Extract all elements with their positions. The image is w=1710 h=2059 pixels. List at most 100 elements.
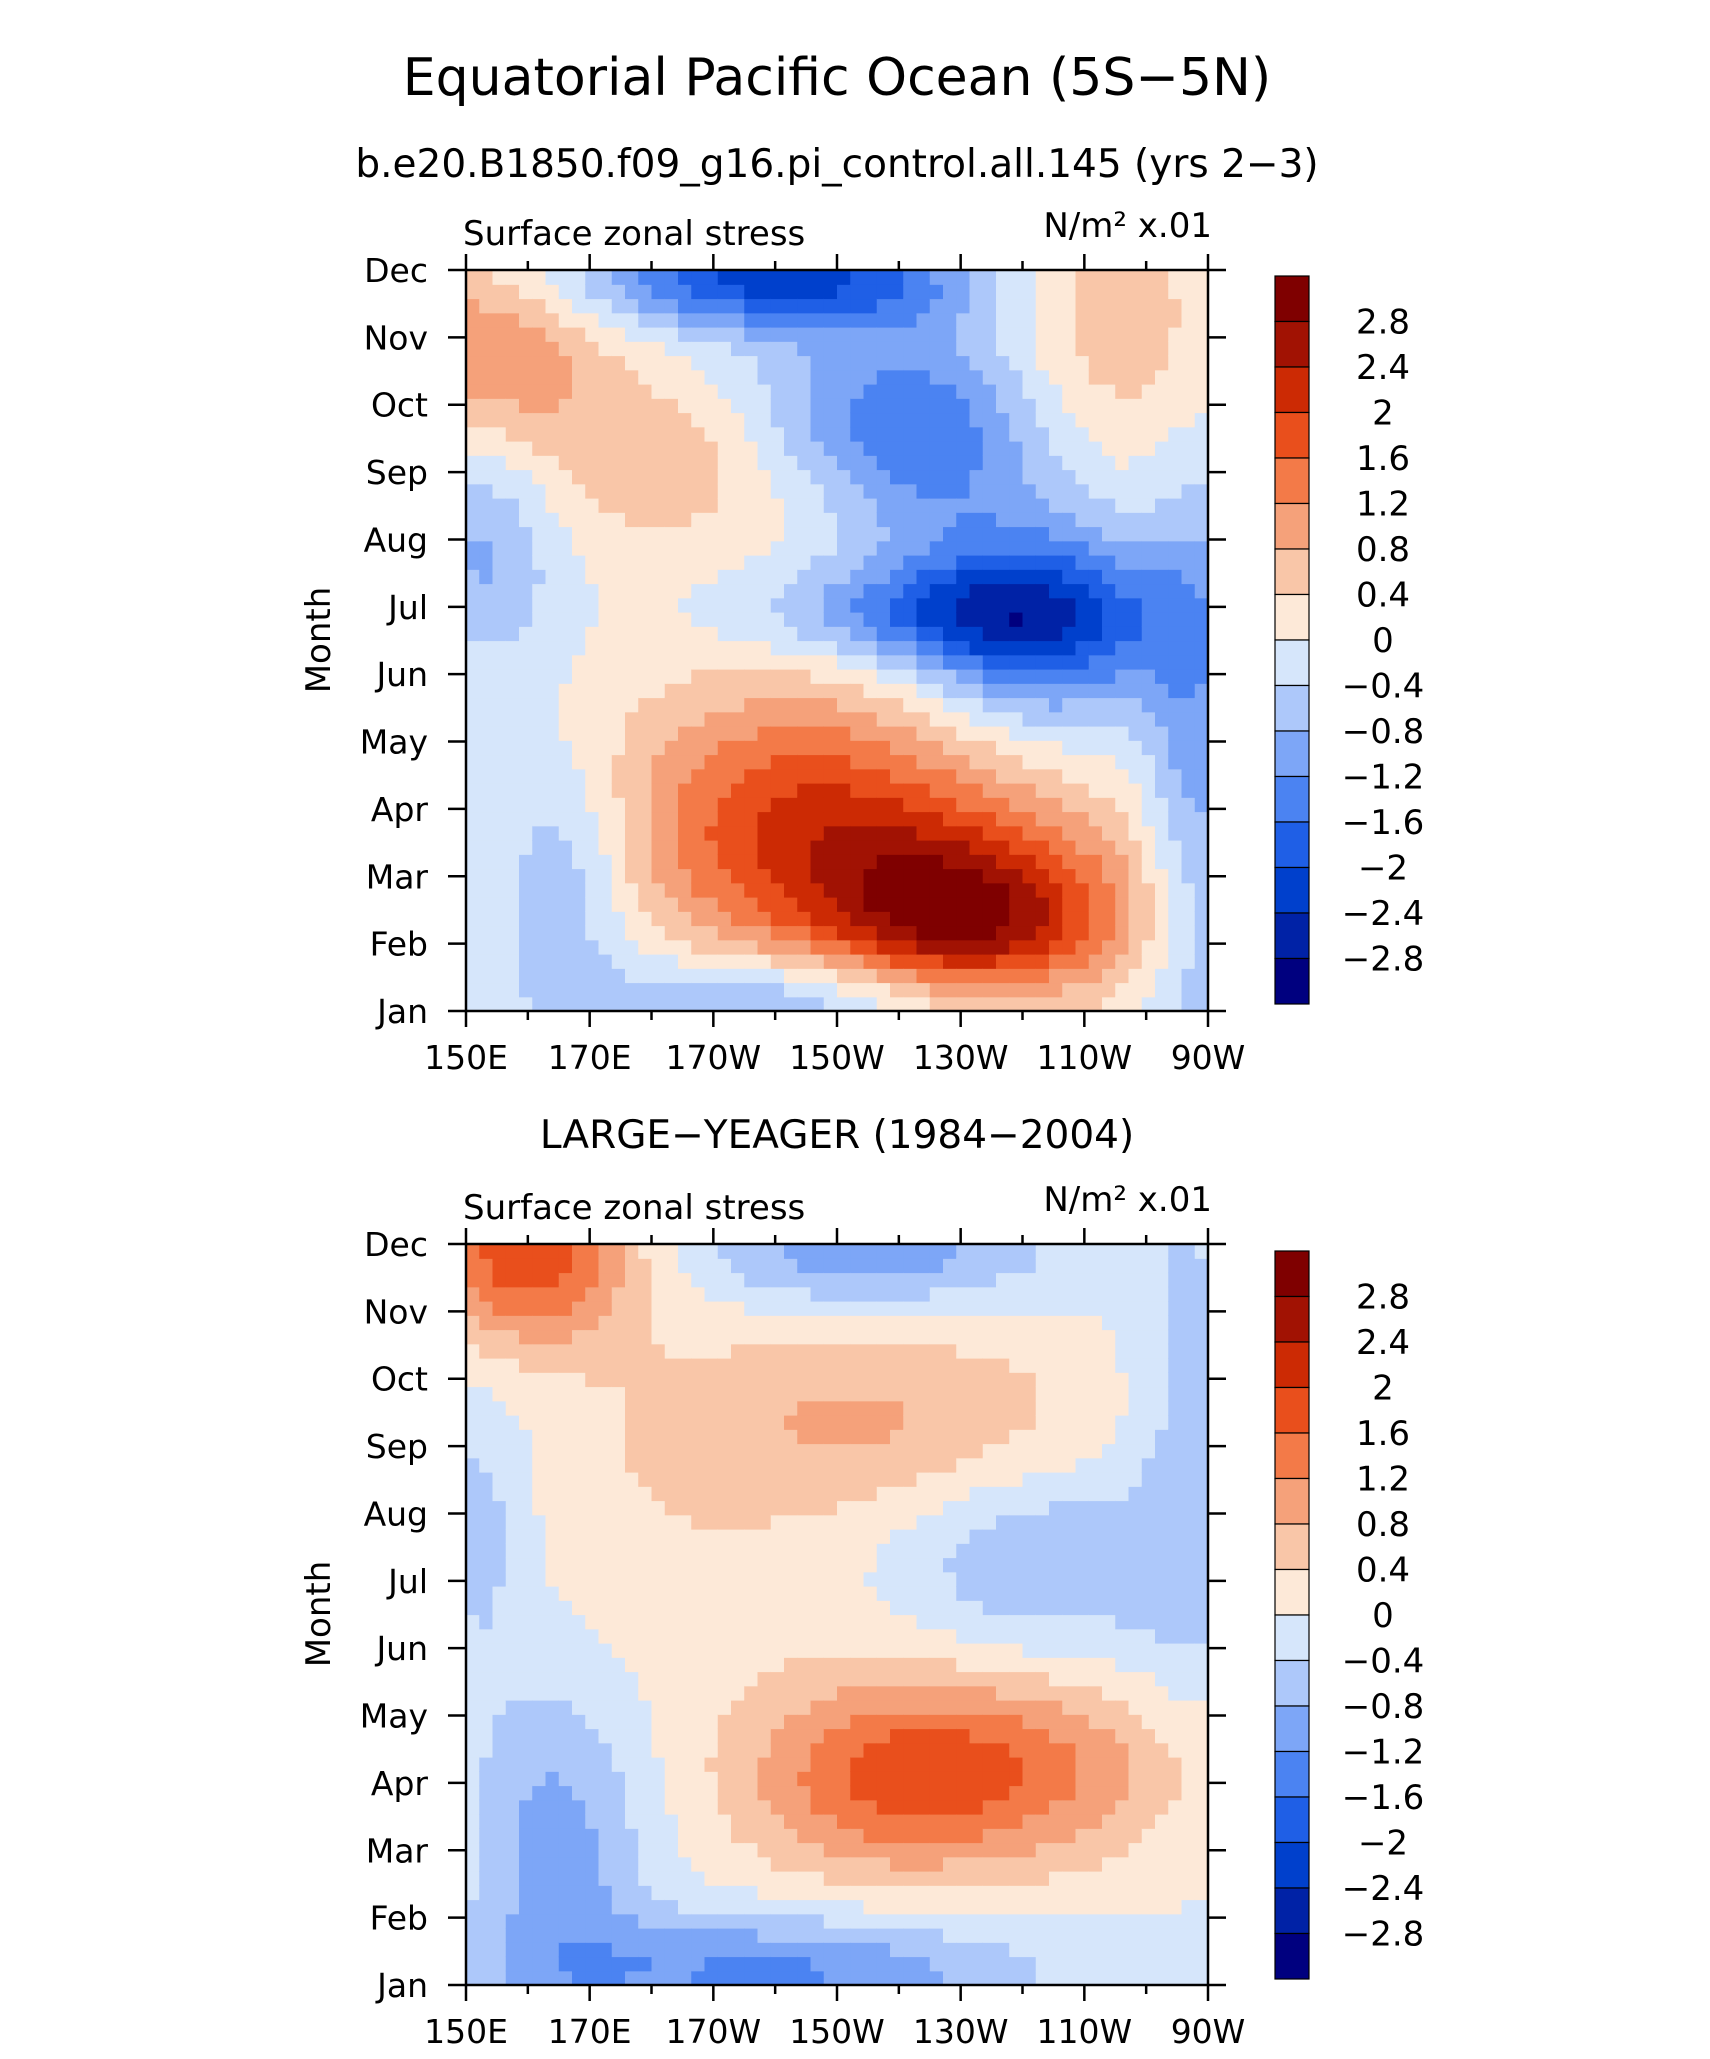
field-cell	[532, 1700, 547, 1715]
field-cell	[691, 1429, 706, 1445]
field-cell	[532, 1628, 547, 1644]
field-cell	[625, 1657, 639, 1673]
field-cell	[929, 1942, 944, 1958]
field-cell	[651, 1286, 666, 1302]
field-cell	[784, 455, 798, 471]
field-cell	[757, 1814, 772, 1829]
field-cell	[863, 526, 878, 542]
field-cell	[532, 270, 547, 285]
field-cell	[1049, 483, 1063, 499]
field-cell	[704, 1343, 719, 1359]
field-cell	[929, 1500, 944, 1516]
field-cell	[625, 1386, 639, 1402]
field-cell	[903, 1685, 918, 1701]
field-cell	[1194, 384, 1209, 399]
field-cell	[797, 654, 812, 670]
field-cell	[916, 469, 931, 485]
field-cell	[1181, 540, 1196, 556]
field-cell	[757, 811, 772, 827]
field-cell	[890, 1700, 904, 1715]
field-cell	[704, 768, 719, 784]
field-cell	[598, 1814, 613, 1829]
field-cell	[519, 768, 533, 784]
field-cell	[505, 968, 520, 984]
field-cell	[611, 1785, 626, 1801]
field-cell	[850, 441, 865, 456]
field-cell	[1035, 355, 1050, 371]
field-cell	[664, 1571, 679, 1587]
field-cell	[797, 1842, 812, 1858]
field-cell	[558, 1343, 573, 1359]
field-cell	[1049, 726, 1063, 741]
field-cell	[956, 526, 971, 542]
field-cell	[982, 768, 997, 784]
field-cell	[837, 1443, 851, 1459]
field-cell	[929, 1343, 944, 1359]
field-cell	[850, 897, 865, 912]
field-cell	[863, 1486, 878, 1502]
field-cell	[837, 1700, 851, 1715]
field-cell	[585, 270, 600, 285]
field-cell	[585, 469, 600, 485]
field-cell	[664, 683, 679, 699]
field-cell	[1088, 270, 1103, 285]
field-cell	[797, 327, 812, 342]
field-cell	[956, 797, 971, 813]
field-cell	[585, 1600, 600, 1616]
field-cell	[863, 1571, 878, 1587]
field-cell	[704, 1571, 719, 1587]
field-cell	[956, 341, 971, 357]
field-cell	[664, 768, 679, 784]
field-cell	[691, 526, 706, 542]
x-tick-label: 110W	[1037, 1038, 1133, 1077]
field-cell	[969, 683, 984, 699]
field-cell	[956, 654, 971, 670]
field-cell	[466, 1970, 480, 1986]
field-cell	[678, 1757, 692, 1772]
field-cell	[837, 797, 851, 813]
field-cell	[850, 1486, 865, 1502]
field-cell	[982, 882, 997, 898]
field-cell	[664, 711, 679, 727]
field-cell	[651, 711, 666, 727]
field-cell	[850, 1714, 865, 1730]
field-cell	[810, 1500, 825, 1516]
field-cell	[969, 939, 984, 955]
field-cell	[1088, 996, 1103, 1012]
field-cell	[837, 298, 851, 314]
field-cell	[1128, 483, 1143, 499]
field-cell	[797, 426, 812, 442]
field-cell	[598, 939, 613, 955]
field-cell	[717, 1842, 732, 1858]
field-cell	[784, 426, 798, 442]
field-cell	[505, 1614, 520, 1630]
field-cell	[784, 1928, 798, 1943]
field-cell	[744, 498, 759, 513]
field-cell	[770, 327, 785, 342]
field-cell	[890, 455, 904, 471]
field-cell	[1075, 868, 1090, 884]
field-cell	[810, 1472, 825, 1487]
field-cell	[519, 825, 533, 841]
field-cell	[598, 555, 613, 570]
field-cell	[1128, 426, 1143, 442]
field-cell	[691, 840, 706, 855]
field-cell	[903, 868, 918, 884]
field-cell	[956, 1457, 971, 1473]
field-cell	[1155, 312, 1169, 328]
field-cell	[929, 1856, 944, 1872]
field-cell	[744, 1643, 759, 1658]
field-cell	[1128, 740, 1143, 756]
field-cell	[810, 982, 825, 998]
field-cell	[717, 1571, 732, 1587]
field-cell	[876, 270, 891, 285]
field-cell	[863, 669, 878, 684]
field-cell	[585, 583, 600, 599]
field-cell	[837, 569, 851, 585]
field-cell	[572, 1928, 586, 1943]
field-cell	[585, 897, 600, 912]
field-cell	[664, 1628, 679, 1644]
field-cell	[466, 825, 480, 841]
field-cell	[903, 1472, 918, 1487]
field-cell	[479, 1315, 494, 1331]
